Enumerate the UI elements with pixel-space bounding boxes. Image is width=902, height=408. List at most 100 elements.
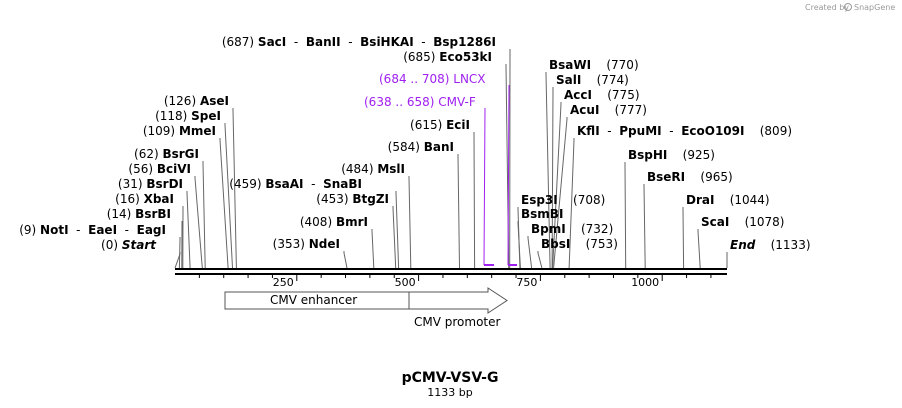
site-line-acui (553, 117, 568, 269)
site-position: (687) (222, 35, 258, 49)
site-position: (1044) (714, 193, 769, 207)
site-position: (109) (143, 124, 179, 138)
site-label-bsmbi: BsmBI (521, 207, 563, 221)
site-label-spei: (118) SpeI (155, 109, 221, 123)
site-line-bsrgi (202, 161, 206, 269)
site-line-scai (697, 229, 701, 269)
label-separator: - (341, 35, 361, 49)
enzyme-name: DraI (686, 193, 714, 207)
feature-cmv-enhancer-label: CMV enhancer (270, 293, 357, 307)
site-line-asei (232, 108, 237, 269)
label-separator: - (600, 124, 620, 138)
site-label-noti: (9) NotI - EaeI - EagI (19, 223, 166, 237)
label-separator: - (286, 35, 306, 49)
site-label-scai: ScaI (1078) (701, 215, 785, 229)
site-label-acci: AccI (775) (564, 88, 640, 102)
site-label-acui: AcuI (777) (570, 103, 647, 117)
site-position: (770) (591, 58, 639, 72)
site-line-sali (551, 87, 554, 269)
site-position: (584) (388, 140, 424, 154)
enzyme-name: BseRI (647, 170, 685, 184)
axis-tick-label-500: 500 (395, 276, 416, 289)
primer-leader-lncx (507, 84, 510, 266)
site-label-bsrbi: (14) BsrBI (107, 207, 171, 221)
axis-ticks: 250 500 750 1000 (198, 275, 712, 289)
axis-tick-label-250: 250 (273, 276, 294, 289)
primer-lncx-label: (684 .. 708) LNCX (379, 72, 486, 86)
site-label-end: End (1133) (730, 238, 811, 252)
enzyme-name: BciVI (157, 162, 191, 176)
site-line-eco53ki (505, 64, 510, 269)
site-label-bani: (584) BanI (388, 140, 454, 154)
site-label-bsrdi: (31) BsrDI (118, 177, 183, 191)
site-line-bmri (371, 229, 375, 269)
site-position: (925) (667, 148, 715, 162)
enzyme-name: XbaI (144, 192, 174, 206)
site-position: (777) (599, 103, 647, 117)
enzyme-name: Eco53kI (439, 50, 492, 64)
site-label-saci: (687) SacI - BanII - BsiHKAI - Bsp1286I (222, 35, 496, 49)
site-line-spei (224, 123, 233, 269)
site-label-bmri: (408) BmrI (300, 215, 368, 229)
site-line-bbsi (537, 251, 543, 269)
primer-bar-lncx (508, 264, 517, 266)
site-position: (1133) (755, 238, 810, 252)
primer-bar-cmv-f (484, 264, 494, 266)
enzyme-name: EaeI (88, 223, 117, 237)
enzyme-name: EciI (446, 118, 470, 132)
site-position: (31) (118, 177, 146, 191)
site-line-bcivi (194, 176, 203, 269)
primer-leader-cmv-f (483, 107, 486, 266)
enzyme-name: PpuMI (619, 124, 661, 138)
site-line-acci (552, 102, 562, 269)
enzyme-name: BsaAI (265, 177, 303, 191)
enzyme-name: AccI (564, 88, 592, 102)
site-position: (809) (744, 124, 792, 138)
site-label-xbai: (16) XbaI (115, 192, 174, 206)
site-label-bpmi: BpmI (732) (531, 222, 613, 236)
site-label-bcivi: (56) BciVI (128, 162, 191, 176)
site-position: (459) (229, 177, 265, 191)
enzyme-name: Start (122, 238, 157, 252)
enzyme-name: Bsp1286I (433, 35, 496, 49)
site-line-bpmi (527, 236, 533, 269)
enzyme-name: SalI (556, 73, 581, 87)
site-label-ecii: (615) EciI (410, 118, 470, 132)
site-labels: (0) Start(9) NotI - EaeI - EagI (14) BsrB… (19, 35, 810, 252)
site-label-msli: (484) MslI (341, 162, 405, 176)
primer-layer (483, 84, 517, 266)
site-position: (753) (570, 237, 618, 251)
label-separator: - (662, 124, 682, 138)
site-line-msli (408, 176, 412, 269)
site-position: (774) (581, 73, 629, 87)
enzyme-name: SpeI (191, 109, 221, 123)
site-line-bseri (643, 184, 646, 269)
enzyme-name: MslI (377, 162, 405, 176)
label-separator: - (304, 177, 324, 191)
site-label-eco53ki: (685) Eco53kI (403, 50, 492, 64)
primer-cmvf-range: (638 .. 658) (364, 95, 434, 109)
site-label-kfli: KflI - PpuMI - EcoO109I (809) (577, 124, 792, 138)
site-line-kfli (568, 138, 575, 269)
enzyme-name: BspHI (628, 148, 667, 162)
enzyme-name: ScaI (701, 215, 729, 229)
site-position: (615) (410, 118, 446, 132)
enzyme-name: BsmBI (521, 207, 563, 221)
site-position: (126) (164, 94, 200, 108)
label-separator: - (117, 223, 137, 237)
feature-cmv-promoter-arrow (408, 287, 508, 314)
credit-text: Created by (805, 3, 849, 12)
site-line-btgzi (392, 206, 397, 269)
site-label-bsrgi: (62) BsrGI (134, 147, 199, 161)
site-label-sali: SalI (774) (556, 73, 629, 87)
site-position: (353) (273, 237, 309, 251)
enzyme-name: AcuI (570, 103, 599, 117)
site-label-bbsi: BbsI (753) (541, 237, 618, 251)
enzyme-name: End (730, 238, 756, 252)
site-label-mmei: (109) MmeI (143, 124, 216, 138)
site-position: (685) (403, 50, 439, 64)
site-label-bseri: BseRI (965) (647, 170, 733, 184)
site-label-esp3i: Esp3I (708) (521, 193, 605, 207)
site-position: (0) (101, 238, 122, 252)
